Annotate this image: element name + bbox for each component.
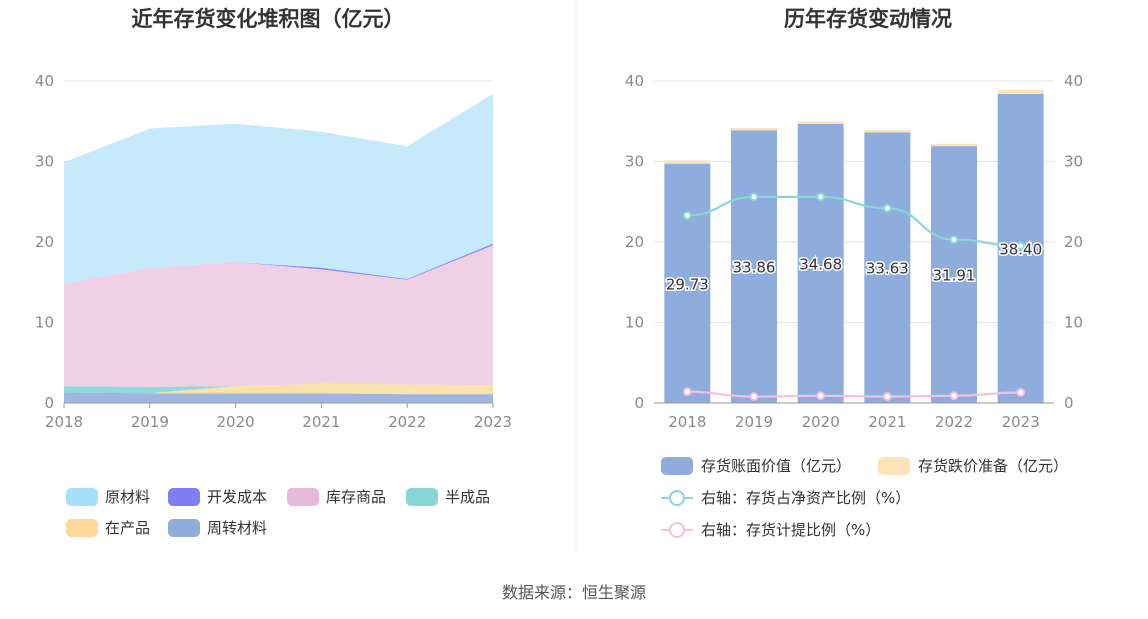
legend-swatch: [66, 488, 98, 506]
legend-label: 周转材料: [207, 519, 267, 537]
bar-impairment: [664, 160, 711, 164]
left-chart-title: 近年存货变化堆积图（亿元）: [132, 7, 405, 31]
line-point: [882, 392, 892, 401]
legend-swatch: [66, 519, 98, 537]
left-y-tick-label: 10: [35, 314, 54, 332]
line-point: [749, 392, 759, 401]
right-chart-y-tick-label: 10: [625, 314, 644, 332]
area-series-2: [64, 383, 493, 394]
right-chart-title: 历年存货变动情况: [784, 7, 952, 31]
left-y-tick-label: 40: [35, 72, 54, 90]
bar-book-value: [797, 123, 844, 404]
right-x-tick-label: 2023: [1002, 413, 1040, 431]
right-x-tick-label: 2019: [735, 413, 773, 431]
line-point: [1016, 388, 1026, 397]
right-chart-y2-tick-label: 30: [1064, 153, 1083, 171]
line-point: [749, 192, 759, 202]
legend-label: 在产品: [105, 519, 150, 537]
left-x-tick-label: 2022: [388, 413, 426, 431]
bar-book-value: [664, 163, 711, 403]
line-point: [882, 203, 892, 213]
legend-swatch: [406, 488, 438, 506]
left-x-tick-label: 2020: [217, 413, 255, 431]
right-chart-bars: [664, 89, 1044, 404]
bar-impairment: [797, 121, 844, 124]
legend-label: 右轴：存货计提比例（%）: [701, 521, 880, 539]
bar-impairment: [864, 129, 911, 133]
area-series-5: [64, 93, 493, 284]
legend-label: 原材料: [105, 488, 150, 506]
legend-line-marker: [669, 522, 685, 538]
right-chart-y-tick-label: 40: [625, 72, 644, 90]
left-chart-areas: [64, 93, 493, 403]
legend-label: 右轴：存货占净资产比例（%）: [701, 489, 910, 507]
bar-impairment: [731, 128, 777, 131]
right-chart-y-tick-label: 20: [625, 233, 644, 251]
line-point: [682, 211, 692, 220]
legend-label: 存货跌价准备（亿元）: [918, 457, 1068, 475]
line-series-2: [687, 390, 1021, 398]
right-x-tick-label: 2021: [868, 413, 906, 431]
data-source-text: 数据来源：恒生聚源: [502, 583, 646, 602]
line-point: [816, 192, 826, 202]
left-y-tick-label: 30: [35, 153, 54, 171]
area-series-3: [64, 245, 493, 387]
legend-label: 半成品: [445, 488, 490, 506]
left-y-tick-label: 20: [35, 233, 54, 251]
legend-swatch: [661, 457, 693, 475]
bar-impairment: [997, 89, 1044, 94]
left-x-tick-label: 2018: [45, 413, 83, 431]
right-x-tick-label: 2022: [935, 413, 973, 431]
bar-value-label: 29.73: [666, 275, 709, 293]
line-series-1: [687, 195, 1021, 248]
legend-swatch: [878, 457, 910, 475]
right-chart-data-labels: 29.73 33.86 34.68 33.63 31.91 38.40: [664, 239, 1043, 295]
right-chart-grid: [654, 80, 1054, 323]
legend-label: 开发成本: [207, 488, 267, 506]
line-point: [816, 391, 826, 401]
legend-label: 存货账面价值（亿元）: [701, 457, 851, 475]
line-point: [1016, 241, 1026, 251]
left-y-tick-label: 0: [44, 394, 54, 412]
bar-impairment: [931, 143, 977, 147]
bar-value-label: 33.86: [733, 259, 776, 277]
left-x-tick-label: 2019: [131, 413, 169, 431]
bar-value-label: 33.63: [866, 260, 909, 278]
line-point: [949, 235, 959, 244]
bar-book-value: [931, 146, 977, 403]
right-chart-y-tick-label: 0: [634, 394, 644, 412]
line-point: [949, 391, 959, 401]
bar-value-label: 31.91: [933, 267, 976, 285]
bar-value-label: 38.40: [999, 240, 1042, 258]
right-chart-y2-tick-label: 10: [1064, 314, 1083, 332]
right-chart-legend: 存货账面价值（亿元） 存货跌价准备（亿元） 右轴：存货占净资产比例（%） 右轴：存货计…: [661, 457, 1068, 539]
right-chart-y-tick-label: 30: [625, 153, 644, 171]
bar-value-label: 34.68: [799, 255, 842, 273]
line-point: [682, 387, 692, 397]
legend-swatch: [287, 488, 319, 506]
left-chart-axes: 0 10 20 30 40 2018 2019 2020 2021 2022 2023: [35, 72, 512, 431]
right-chart-y2-tick-label: 20: [1064, 233, 1083, 251]
right-x-tick-label: 2018: [668, 413, 706, 431]
area-series-1: [64, 383, 493, 395]
bar-book-value: [731, 130, 777, 403]
right-chart-y2-tick-label: 40: [1064, 72, 1083, 90]
right-chart-y2-tick-label: 0: [1064, 394, 1074, 412]
right-x-tick-label: 2020: [802, 413, 840, 431]
legend-swatch: [168, 488, 200, 506]
right-chart-lines: [682, 192, 1026, 401]
area-series-0: [64, 392, 493, 403]
legend-label: 库存商品: [326, 488, 386, 506]
legend-swatch: [168, 519, 200, 537]
bar-book-value: [864, 132, 911, 403]
legend-line-marker: [669, 490, 685, 506]
left-x-tick-label: 2021: [302, 413, 340, 431]
left-x-tick-label: 2023: [474, 413, 512, 431]
